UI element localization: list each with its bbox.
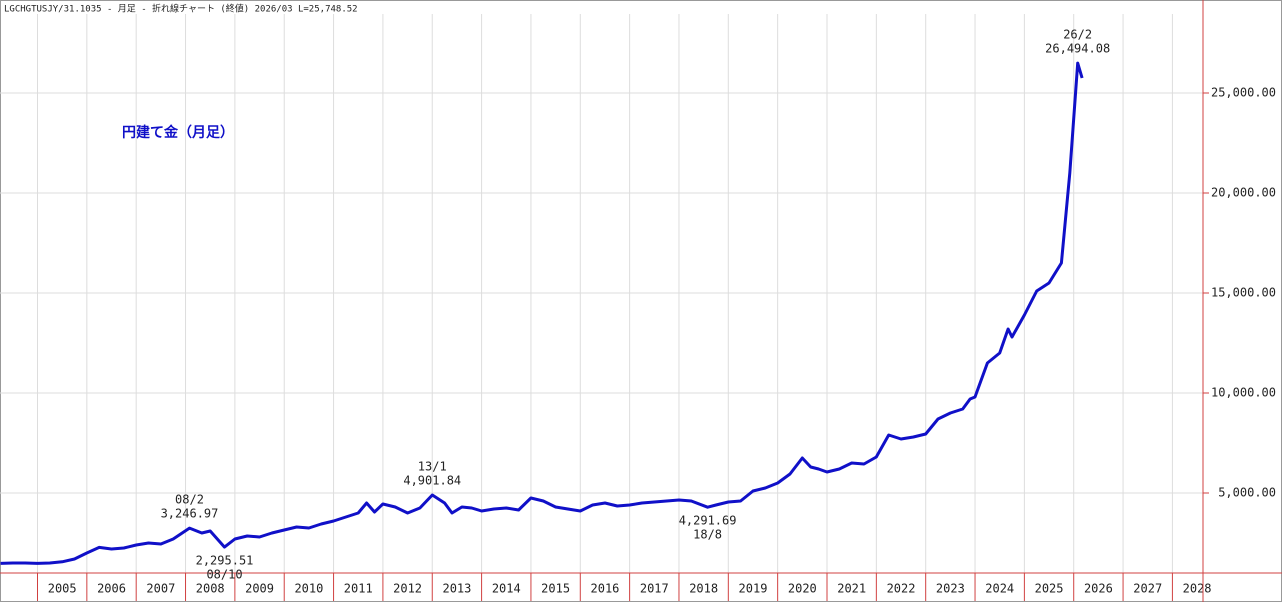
y-tick-label: 25,000.00 — [1211, 86, 1276, 100]
x-tick-label: 2022 — [887, 582, 916, 596]
x-tick-label: 2009 — [245, 582, 274, 596]
annotation-date: 26/2 — [1063, 28, 1092, 42]
x-tick-label: 2011 — [344, 582, 373, 596]
x-tick-label: 2020 — [788, 582, 817, 596]
x-tick-label: 2005 — [48, 582, 77, 596]
x-tick-label: 2017 — [640, 582, 669, 596]
annotation-date: 18/8 — [693, 528, 722, 542]
x-tick-label: 2027 — [1133, 582, 1162, 596]
x-tick-label: 2016 — [591, 582, 620, 596]
annotation-value: 26,494.08 — [1045, 42, 1110, 56]
annotation-value: 4,291.69 — [679, 514, 737, 528]
x-tick-label: 2019 — [739, 582, 768, 596]
y-tick-label: 5,000.00 — [1218, 486, 1276, 500]
annotation-date: 08/10 — [206, 568, 242, 582]
x-tick-label: 2010 — [294, 582, 323, 596]
x-tick-label: 2024 — [985, 582, 1014, 596]
y-tick-label: 10,000.00 — [1211, 386, 1276, 400]
x-tick-label: 2006 — [97, 582, 126, 596]
x-tick-label: 2008 — [196, 582, 225, 596]
annotation-value: 2,295.51 — [196, 554, 254, 568]
y-tick-label: 15,000.00 — [1211, 286, 1276, 300]
x-tick-label: 2014 — [492, 582, 521, 596]
annotation-value: 4,901.84 — [403, 473, 461, 487]
y-tick-label: 20,000.00 — [1211, 186, 1276, 200]
annotation-date: 08/2 — [175, 493, 204, 507]
annotation-value: 3,246.97 — [161, 507, 219, 521]
x-tick-label: 2026 — [1084, 582, 1113, 596]
x-tick-label: 2012 — [393, 582, 422, 596]
x-tick-label: 2007 — [146, 582, 175, 596]
x-tick-label: 2021 — [837, 582, 866, 596]
x-tick-label: 2015 — [541, 582, 570, 596]
price-line — [0, 61, 1084, 565]
x-tick-label: 2023 — [936, 582, 965, 596]
chart-header: LGCHGTUSJY/31.1035 - 月足 - 折れ線チャート (終値) 2… — [4, 3, 358, 15]
x-tick-label: 2025 — [1035, 582, 1064, 596]
chart-title: 円建て金（月足） — [122, 124, 234, 141]
x-tick-label: 2013 — [442, 582, 471, 596]
x-tick-label: 2028 — [1183, 582, 1212, 596]
x-tick-label: 2018 — [689, 582, 718, 596]
annotation-date: 13/1 — [418, 459, 447, 473]
